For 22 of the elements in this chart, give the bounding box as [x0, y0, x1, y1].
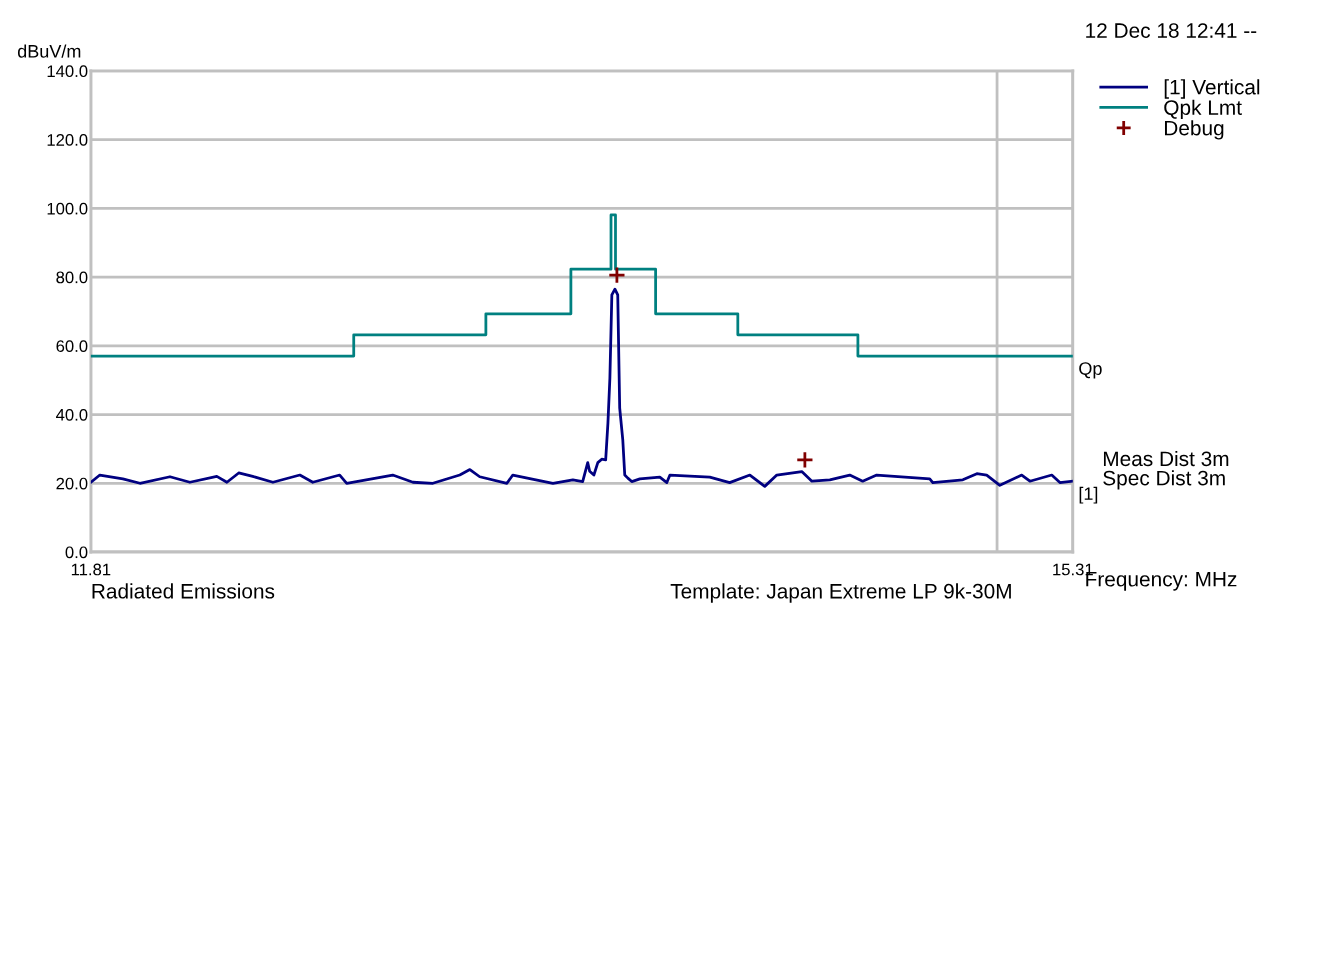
annotation: Qp [1079, 362, 1102, 379]
y-tick-label: 0.0 [65, 546, 88, 559]
text: Template: Japan Extreme LP 9k-30M [670, 583, 1011, 603]
text: Spec Dist 3m [1103, 470, 1225, 490]
text: Radiated Emissions [92, 583, 275, 599]
line-series [90, 213, 1073, 358]
y-tick-label: 80.0 [56, 271, 88, 284]
y-tick-label: 120.0 [47, 134, 88, 146]
legend-label: Debug [1164, 120, 1224, 140]
y-tick-label: 100.0 [47, 202, 88, 215]
legend-label: Qpk Lmt [1164, 99, 1242, 120]
y-tick-label: 60.0 [56, 340, 88, 353]
text: 12 Dec 18 12:41 -- [1086, 23, 1257, 38]
line-series [90, 287, 1073, 488]
y-tick-label: 40.0 [56, 408, 88, 421]
text: Meas Dist 3m [1103, 450, 1229, 467]
y-axis-title: dBuV/m [17, 44, 81, 58]
legend-label: [1] Vertical [1164, 79, 1260, 99]
y-tick-label: 140.0 [47, 65, 88, 78]
x-tick-label: 11.81 [71, 563, 111, 576]
y-tick-label: 20.0 [56, 477, 88, 490]
annotation: [1] [1079, 486, 1098, 504]
